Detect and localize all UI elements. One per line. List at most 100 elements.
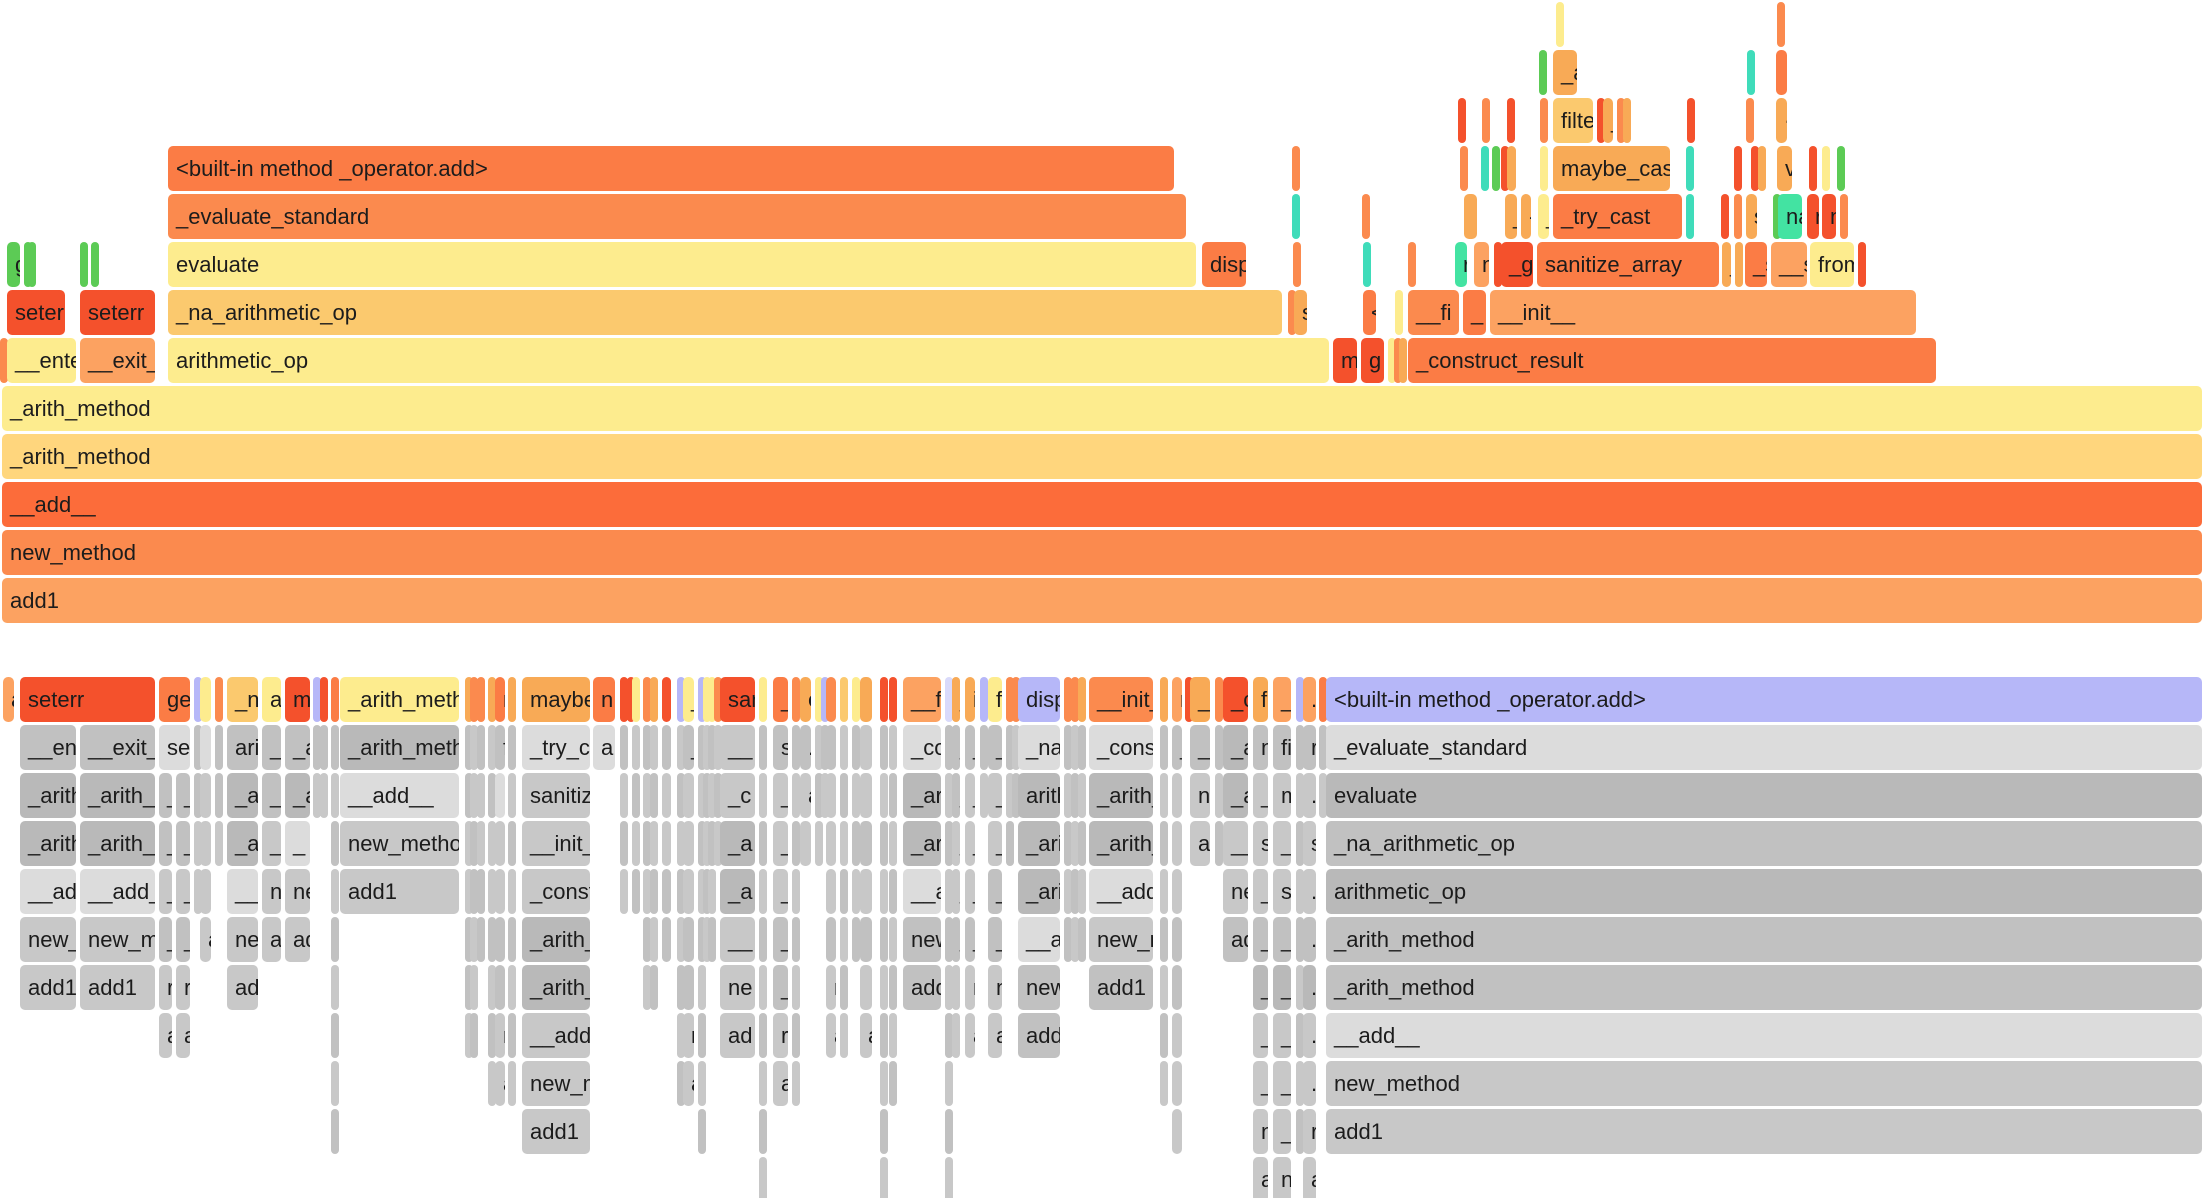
frame-sliver[interactable] (477, 677, 485, 722)
frame-sliver[interactable] (331, 677, 339, 722)
frame-_a[interactable]: _a (720, 821, 755, 866)
frame-sliver[interactable] (1746, 98, 1754, 143)
frame-.[interactable]: . (662, 677, 671, 722)
frame-sliver[interactable] (495, 869, 505, 914)
frame-sliver[interactable] (477, 821, 485, 866)
frame-_[interactable]: _ (773, 773, 788, 818)
frame-_arith_method[interactable]: _arith_method (80, 821, 155, 866)
frame-sliver[interactable] (470, 869, 478, 914)
frame-_[interactable]: _ (952, 917, 960, 962)
frame-sliver[interactable] (488, 821, 496, 866)
frame-sliver[interactable] (1623, 98, 1631, 143)
frame-sliver[interactable] (620, 773, 628, 818)
frame-__fill[interactable]: __fill (903, 677, 941, 722)
frame-_[interactable]: _ (952, 677, 960, 722)
frame-a[interactable]: a (3, 677, 14, 722)
frame-sliver[interactable] (945, 1109, 953, 1154)
frame-sliver[interactable] (1296, 821, 1304, 866)
frame-sliver[interactable] (945, 1013, 953, 1058)
frame-sliver[interactable] (980, 677, 988, 722)
frame-sliver[interactable] (880, 725, 888, 770)
frame-f[interactable]: f (495, 725, 505, 770)
frame-evaluate[interactable]: evaluate (168, 242, 1196, 287)
frame-sliver[interactable] (643, 773, 651, 818)
frame-_a[interactable]: _a (285, 773, 310, 818)
frame-_arith_method[interactable]: _arith_method (20, 821, 76, 866)
frame-sliver[interactable] (1408, 242, 1416, 287)
frame-sliver[interactable] (1507, 146, 1516, 191)
frame-_[interactable]: _ (952, 821, 960, 866)
frame-sliver[interactable] (1482, 98, 1490, 143)
frame-_[interactable]: _ (773, 677, 788, 722)
frame-sliver[interactable] (508, 869, 516, 914)
frame-sliver[interactable] (1296, 1013, 1304, 1058)
frame-sliver[interactable] (1288, 290, 1296, 335)
frame-sliver[interactable] (759, 1013, 767, 1058)
frame-sliver[interactable] (840, 1013, 848, 1058)
frame-r[interactable]: r (495, 1013, 505, 1058)
frame-sliver[interactable] (643, 677, 651, 722)
frame-e[interactable]: e (800, 677, 811, 722)
frame-sliver[interactable] (708, 869, 716, 914)
frame-sliver[interactable] (650, 869, 658, 914)
frame-_try_cast[interactable]: _try_cast (522, 725, 590, 770)
frame-maybe_cast_to[interactable]: maybe_cast_to (1553, 146, 1670, 191)
frame-sliver[interactable] (470, 773, 478, 818)
frame-__exit__[interactable]: __exit__ (80, 338, 155, 383)
frame-sliver[interactable] (1078, 773, 1086, 818)
frame-__fi[interactable]: __fi (1408, 290, 1459, 335)
frame-sliver[interactable] (880, 1157, 888, 1198)
frame-sliver[interactable] (331, 725, 339, 770)
frame-_[interactable]: _ (965, 869, 975, 914)
frame-.[interactable]: . (1303, 677, 1316, 722)
frame-sliver[interactable] (714, 725, 722, 770)
frame-sliver[interactable] (477, 725, 485, 770)
frame-_a[interactable]: _a (285, 725, 310, 770)
frame-__[interactable]: __ (1223, 821, 1248, 866)
frame-sliver[interactable] (1686, 146, 1694, 191)
frame-__add__[interactable]: __add__ (903, 869, 941, 914)
frame-sliver[interactable] (465, 773, 473, 818)
frame-ad[interactable]: ad (227, 965, 258, 1010)
frame-__add__[interactable]: __add__ (340, 773, 459, 818)
frame-__exit__[interactable]: __exit__ (80, 725, 155, 770)
frame-sliver[interactable] (840, 821, 848, 866)
frame-_n[interactable]: _n (227, 677, 258, 722)
frame-a[interactable]: a (965, 1013, 975, 1058)
frame-sliver[interactable] (1556, 2, 1564, 47)
frame-sliver[interactable]: < (1686, 194, 1694, 239)
frame-sliver[interactable] (792, 725, 800, 770)
frame-sliver[interactable] (703, 773, 711, 818)
frame-sliver[interactable] (331, 1061, 339, 1106)
frame-_[interactable]: _ (1722, 242, 1731, 287)
frame-r[interactable]: r (1303, 1109, 1316, 1154)
frame-_[interactable]: _ (159, 917, 172, 962)
frame-_[interactable]: _ (1190, 677, 1210, 722)
frame-a[interactable]: a (800, 773, 811, 818)
frame-.[interactable]: . (1303, 965, 1316, 1010)
frame-sliver[interactable] (477, 773, 485, 818)
frame-sliver[interactable] (1078, 725, 1086, 770)
frame-.[interactable]: . (1303, 1013, 1316, 1058)
frame-ad[interactable]: ad (1223, 917, 1248, 962)
frame-_[interactable]: _ (1273, 1013, 1291, 1058)
frame-add1[interactable]: add1 (340, 869, 459, 914)
frame-_[interactable]: _ (965, 773, 975, 818)
frame-sliver[interactable] (1064, 725, 1072, 770)
frame-r[interactable]: r (176, 965, 190, 1010)
frame-sliver[interactable] (1293, 242, 1301, 287)
frame-sliver[interactable] (0, 338, 8, 383)
frame-__init__[interactable]: __init__ (522, 821, 590, 866)
frame-_try_cast[interactable]: _try_cast (1553, 194, 1682, 239)
frame-sliver[interactable] (620, 821, 628, 866)
frame-a[interactable]: a (988, 1013, 1002, 1058)
frame-sliver[interactable] (889, 1013, 897, 1058)
frame-sliver[interactable] (698, 965, 706, 1010)
frame-sliver[interactable] (643, 821, 651, 866)
frame-sliver[interactable] (889, 773, 897, 818)
frame-n[interactable]: n (1273, 1157, 1291, 1198)
frame-n[interactable]: n (1190, 773, 1210, 818)
frame-sliver[interactable] (945, 1157, 953, 1198)
frame-_s[interactable]: _s (1745, 242, 1767, 287)
frame-sliver[interactable] (1464, 194, 1477, 239)
